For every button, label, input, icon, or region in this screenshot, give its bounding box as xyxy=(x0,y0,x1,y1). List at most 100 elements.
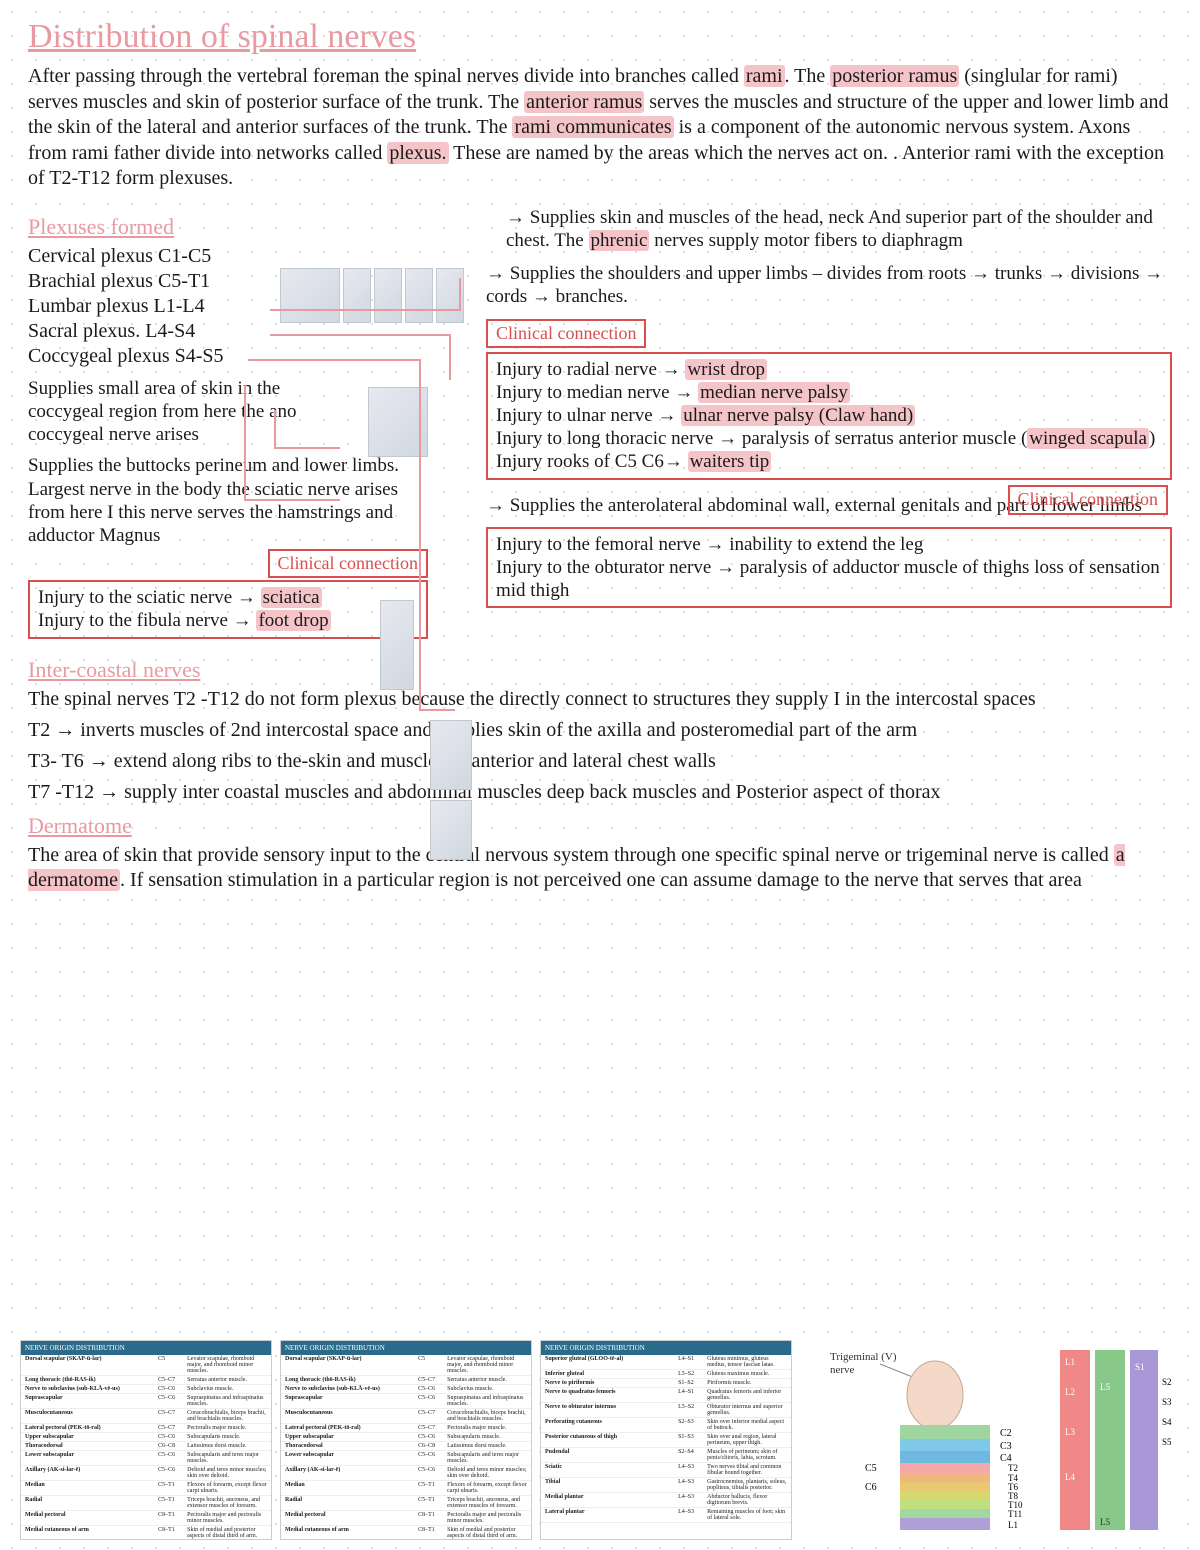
clinical-label: Clinical connection xyxy=(486,319,646,348)
hl-median-palsy: median nerve palsy xyxy=(698,382,850,403)
plexus-cervical: Cervical plexus C1-C5 xyxy=(28,244,428,269)
clin-text: Injury to the sciatic nerve → xyxy=(38,587,261,608)
clin-text: Injury rooks of C5 C6→ xyxy=(496,451,688,472)
dermatome-text: The area of skin that provide sensory in… xyxy=(28,843,1172,893)
plexus-row: Plexuses formed Cervical plexus C1-C5 Br… xyxy=(28,206,1172,639)
table-row: Perforating cutaneousS2–S3Skin over infe… xyxy=(541,1418,791,1433)
table-row: MedianC5–T1Flexors of forearm, except fl… xyxy=(281,1481,531,1496)
anatomy-thumb-icon xyxy=(436,268,464,323)
nerve-table-3: NERVE ORIGIN DISTRIBUTION Superior glute… xyxy=(540,1340,792,1540)
svg-text:C2: C2 xyxy=(1000,1428,1012,1439)
trigeminal-label: Trigeminal (V) xyxy=(830,1351,897,1363)
intercostal-p3: T3- T6 → extend along ribs to the-skin a… xyxy=(28,749,1172,774)
table-header: NERVE ORIGIN DISTRIBUTION xyxy=(21,1341,271,1355)
svg-text:T11: T11 xyxy=(1008,1509,1022,1519)
table-row: Nerve to subclavius (sub-KLĀ-vē-us)C5–C6… xyxy=(21,1385,271,1394)
anatomy-thumb-icon xyxy=(368,387,428,457)
table-row: Nerve to subclavius (sub-KLĀ-vē-us)C5–C6… xyxy=(281,1385,531,1394)
svg-text:T2: T2 xyxy=(1008,1463,1018,1473)
svg-text:S4: S4 xyxy=(1162,1417,1172,1427)
svg-text:C3: C3 xyxy=(1000,1441,1012,1452)
hl-wrist-drop: wrist drop xyxy=(685,359,767,380)
anatomy-thumb-icon xyxy=(343,268,371,323)
svg-text:L5: L5 xyxy=(1100,1517,1110,1527)
anatomy-thumb-icon xyxy=(430,720,472,790)
table-row: RadialC5–T1Triceps brachii, anconeus, an… xyxy=(21,1496,271,1511)
svg-text:S2: S2 xyxy=(1162,1377,1172,1387)
text: . If sensation stimulation in a particul… xyxy=(120,869,1082,891)
clin-text: Injury to the femoral nerve → inability … xyxy=(496,533,1162,556)
table-row: Dorsal scapular (SKAP-ū-lar)C5Levator sc… xyxy=(21,1355,271,1376)
text: Supplies the shoulders and upper limbs –… xyxy=(486,263,1163,307)
table-row: Upper subscapularC5–C6Subscapularis musc… xyxy=(21,1433,271,1442)
text: The area of skin that provide sensory in… xyxy=(28,844,1114,866)
table-row: SuprascapularC5–C6Supraspinatus and infr… xyxy=(281,1394,531,1409)
intro-paragraph: After passing through the vertebral fore… xyxy=(28,64,1172,192)
hl-anterior-ramus: anterior ramus xyxy=(524,91,644,113)
hl-rami-communicates: rami communicates xyxy=(512,116,673,138)
plexus-right-col: → Supplies skin and muscles of the head,… xyxy=(446,206,1172,639)
anatomy-thumb-icon xyxy=(280,268,340,323)
sacral-desc: Supplies the buttocks perineum and lower… xyxy=(28,454,428,547)
table-row: Medial plantarL4–S3Abductor hallucis, fl… xyxy=(541,1493,791,1508)
hl-plexus: plexus. xyxy=(387,142,448,164)
table-row: Lower subscapularC5–C6Subscapularis and … xyxy=(21,1451,271,1466)
brachial-clinical-box: Injury to radial nerve → wrist drop Inju… xyxy=(486,352,1172,480)
table-row: Medial cutaneous of armC8–T1Skin of medi… xyxy=(21,1526,271,1540)
svg-text:S1: S1 xyxy=(1135,1362,1145,1372)
intercostal-p1: The spinal nerves T2 -T12 do not form pl… xyxy=(28,687,1172,712)
table-row: RadialC5–T1Triceps brachii, anconeus, an… xyxy=(281,1496,531,1511)
hl-winged-scapula: winged scapula xyxy=(1027,428,1149,449)
arrow-icon: → xyxy=(486,495,510,516)
hl-phrenic: phrenic xyxy=(589,230,650,251)
table-row: Long thoracic (thō-RAS-ik)C5–C7Serratus … xyxy=(281,1376,531,1385)
hl-waiters-tip: waiters tip xyxy=(688,451,772,472)
nerve-table-1: NERVE ORIGIN DISTRIBUTION Dorsal scapula… xyxy=(20,1340,272,1540)
hl-posterior-ramus: posterior ramus xyxy=(830,65,959,87)
plexus-coccygeal: Coccygeal plexus S4-S5 xyxy=(28,344,428,369)
svg-text:L3: L3 xyxy=(1065,1427,1075,1437)
sacral-clinical-box: Injury to the sciatic nerve → sciatica I… xyxy=(28,580,428,638)
page-title: Distribution of spinal nerves xyxy=(28,18,1172,56)
svg-text:nerve: nerve xyxy=(830,1364,855,1376)
table-row: Nerve to obturator internusL5–S2Obturato… xyxy=(541,1403,791,1418)
clinical-label: Clinical connection xyxy=(1008,485,1168,515)
hl-sciatica: sciatica xyxy=(261,587,322,608)
table-row: Lateral pectoral (PEK-tō-ral)C5–C7Pector… xyxy=(21,1424,271,1433)
clin-text: Injury to the fibula nerve → xyxy=(38,610,256,631)
intercostal-p4: T7 -T12 → supply inter coastal muscles a… xyxy=(28,780,1172,805)
intercostal-section: Inter-coastal nerves The spinal nerves T… xyxy=(28,657,1172,806)
table-row: SuprascapularC5–C6Supraspinatus and infr… xyxy=(21,1394,271,1409)
text: nerves supply motor fibers to diaphragm xyxy=(649,230,962,251)
intercostal-heading: Inter-coastal nerves xyxy=(28,657,1172,683)
anatomy-thumb-icon xyxy=(430,800,472,860)
table-row: Lateral pectoral (PEK-tō-ral)C5–C7Pector… xyxy=(281,1424,531,1433)
svg-text:S5: S5 xyxy=(1162,1437,1172,1447)
table-row: Upper subscapularC5–C6Subscapularis musc… xyxy=(281,1433,531,1442)
hl-rami: rami xyxy=(744,65,785,87)
svg-text:L1: L1 xyxy=(1008,1520,1018,1530)
anatomy-thumb-icon xyxy=(374,268,402,323)
bottom-image-row: NERVE ORIGIN DISTRIBUTION Dorsal scapula… xyxy=(20,1340,1180,1540)
clin-text: Injury to median nerve → xyxy=(496,382,698,403)
table-row: ThoracodorsalC6–C8Latissimus dorsi muscl… xyxy=(21,1442,271,1451)
clinical-label: Clinical connection xyxy=(268,549,428,578)
svg-text:C5: C5 xyxy=(865,1463,877,1474)
svg-text:L4: L4 xyxy=(1065,1472,1075,1482)
coccygeal-desc: Supplies small area of skin in the coccy… xyxy=(28,377,328,447)
table-row: Dorsal scapular (SKAP-ū-lar)C5Levator sc… xyxy=(281,1355,531,1376)
intro-text: After passing through the vertebral fore… xyxy=(28,65,744,87)
lumbar-clinical-box: Injury to the femoral nerve → inability … xyxy=(486,527,1172,609)
table-row: MusculocutaneousC5–C7Coracobrachialis, b… xyxy=(281,1409,531,1424)
lumbar-desc: → Supplies the anterolateral abdominal w… xyxy=(446,494,1172,517)
table-row: Medial cutaneous of armC8–T1Skin of medi… xyxy=(281,1526,531,1540)
table-row: PudendalS2–S4Muscles of perineum; skin o… xyxy=(541,1448,791,1463)
svg-text:L2: L2 xyxy=(1065,1387,1075,1397)
table-row: Superior gluteal (GLOO-tē-al)L4–S1Gluteu… xyxy=(541,1355,791,1370)
table-row: Nerve to piriformisS1–S2Piriformis muscl… xyxy=(541,1379,791,1388)
thumb-strip xyxy=(280,268,464,323)
clin-text: Injury to radial nerve → xyxy=(496,359,685,380)
table-row: Axillary (AK-si-lar-ē)C5–C6Deltoid and t… xyxy=(21,1466,271,1481)
table-row: MusculocutaneousC5–C7Coracobrachialis, b… xyxy=(21,1409,271,1424)
dermatome-section: Dermatome The area of skin that provide … xyxy=(28,813,1172,893)
